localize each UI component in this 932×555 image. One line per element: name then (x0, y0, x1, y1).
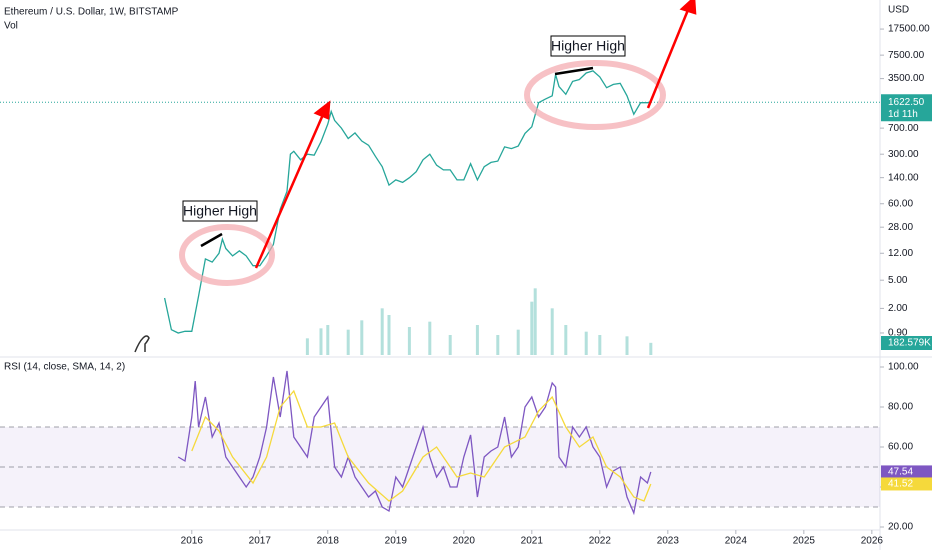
rsi-tag-bg (881, 465, 932, 479)
volume-bar (649, 342, 653, 355)
volume-bar (346, 329, 350, 355)
x-tick-label: 2021 (521, 536, 544, 547)
y-tick-label: 2.00 (888, 303, 908, 314)
y-tick-label: 140.00 (888, 172, 919, 183)
volume-bar (598, 335, 602, 355)
y-tick-label: 300.00 (888, 149, 919, 160)
price-tag: 1622.50 (888, 97, 925, 108)
volume-label-bg (881, 336, 932, 350)
arrow (646, 4, 692, 109)
logo (134, 335, 150, 353)
y-tick-label: 20.00 (888, 522, 913, 533)
series-line (163, 70, 651, 334)
x-tick-label: 2017 (249, 536, 272, 547)
y-tick-label: 0.90 (888, 328, 908, 339)
volume-bar (319, 328, 323, 355)
y-tick-label: 80.00 (888, 402, 913, 413)
y-tick-label: 7500.00 (888, 50, 925, 61)
volume-bar (387, 315, 391, 355)
arrow-head (313, 100, 331, 120)
volume-bar (533, 288, 537, 355)
volume-bar (326, 325, 330, 355)
volume-bar (550, 308, 554, 355)
x-tick-label: 2020 (453, 536, 476, 547)
y-tick-label: 700.00 (888, 123, 919, 134)
volume-bar (530, 301, 534, 355)
x-tick-label: 2024 (725, 536, 748, 547)
x-tick-label: 2026 (861, 536, 884, 547)
volume-bar (475, 325, 479, 355)
plot: 0.90 2.00 5.00 12.00 28.00 60.00 140.00 300.00 7… (0, 24, 932, 547)
trend-line (554, 66, 594, 76)
arrow (254, 109, 327, 269)
series-line (177, 370, 652, 516)
x-tick-label: 2023 (657, 536, 680, 547)
y-tick-label: 60.00 (888, 198, 913, 209)
series-line (191, 389, 652, 502)
countdown: 1d 11h (888, 109, 918, 120)
x-tick-label: 2016 (181, 536, 204, 547)
y-tick-label: 60.00 (888, 442, 913, 453)
rsi-tag: 47.54 (888, 467, 913, 478)
volume-bar (380, 308, 384, 355)
arrow-head (679, 0, 697, 15)
x-tick-label: 2019 (385, 536, 408, 547)
volume-bar (584, 331, 588, 355)
y-tick-label: 17500.00 (888, 24, 930, 35)
annotation-box (550, 35, 626, 57)
volume-bar (516, 329, 520, 355)
volume-bar (305, 338, 309, 355)
volume-bar (496, 335, 500, 355)
annotation-box (182, 200, 258, 222)
price-tag-bg (881, 94, 932, 122)
highlight-ellipse (524, 60, 666, 130)
arrows (254, 0, 697, 269)
rsi-title: RSI (14, close, SMA, 14, 2) (4, 362, 125, 373)
trend-line (200, 232, 223, 248)
volume-bar (448, 335, 452, 355)
currency: USD (888, 5, 909, 16)
y-tick-label: 28.00 (888, 222, 913, 233)
rsi-tag: 41.52 (888, 479, 913, 490)
x-tick-label: 2018 (317, 536, 340, 547)
volume-bar (564, 325, 568, 355)
volume-bar (625, 336, 629, 355)
y-tick-label: 12.00 (888, 248, 913, 259)
x-tick-label: 2022 (589, 536, 612, 547)
volume-bar (360, 320, 364, 355)
volume-title: Vol (4, 21, 18, 32)
annotation: Higher High (551, 38, 625, 54)
highlight-ellipse (179, 224, 275, 286)
symbol-title: Ethereum / U.S. Dollar, 1W, BITSTAMP (4, 7, 179, 18)
y-tick-label: 5.00 (888, 275, 908, 286)
rsi-tag-bg (881, 477, 932, 491)
y-tick-label: 3500.00 (888, 73, 925, 84)
y-tick-label: 100.00 (888, 362, 919, 373)
volume-label: 182.579K (888, 338, 931, 349)
volume-bar (428, 321, 432, 355)
volume-bar (407, 327, 411, 355)
x-tick-label: 2025 (793, 536, 816, 547)
annotation: Higher High (183, 203, 257, 219)
